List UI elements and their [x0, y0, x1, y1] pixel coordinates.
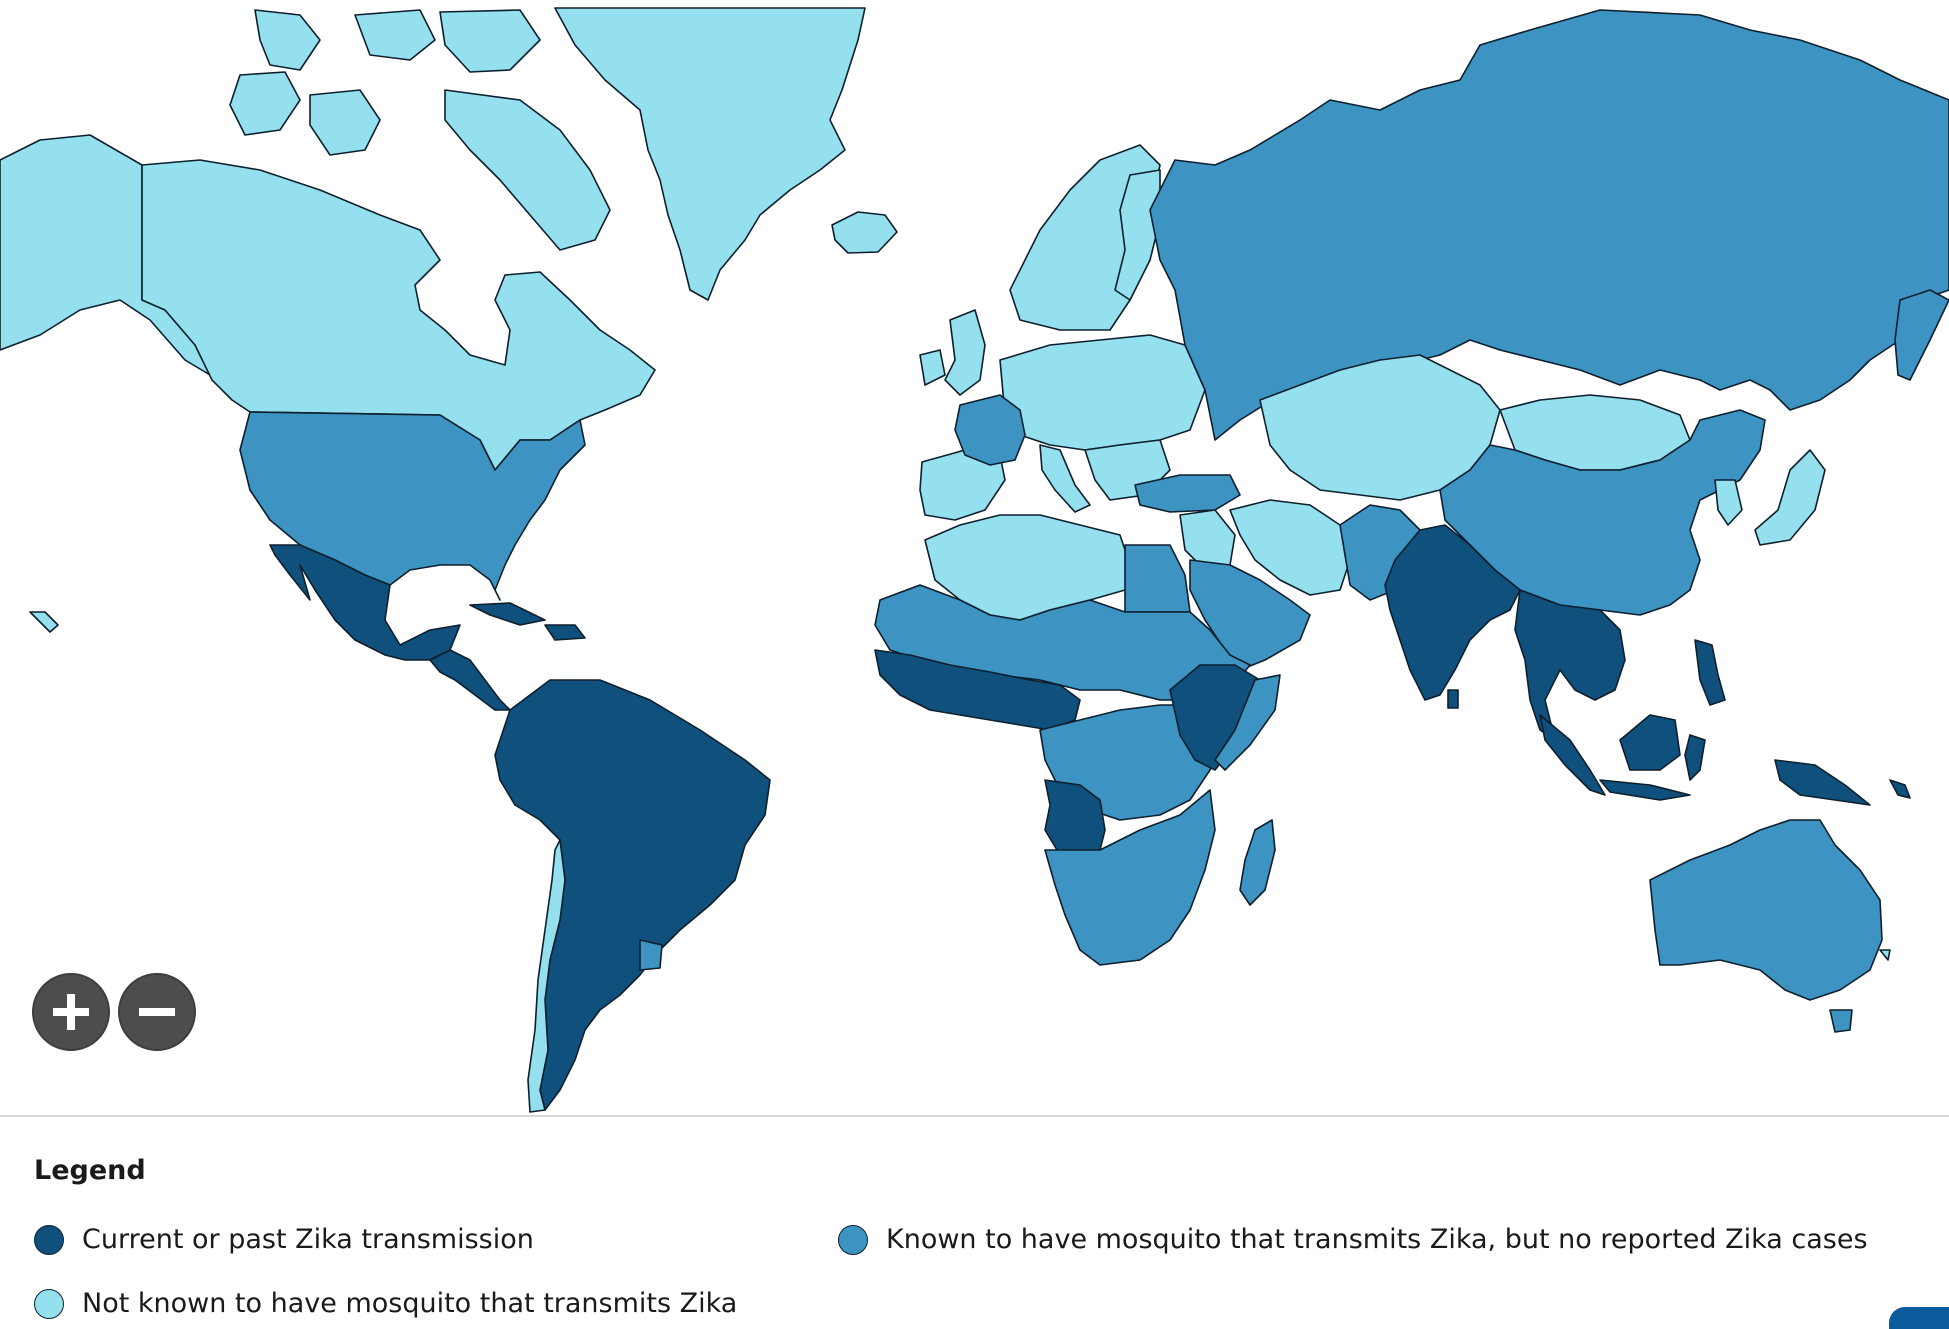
legend-swatch	[34, 1224, 64, 1255]
region-arctic-islands[interactable]	[254, 9, 321, 71]
region-hawaii[interactable]	[29, 611, 59, 633]
legend-panel: Legend Current or past Zika transmission…	[0, 1115, 1949, 1329]
region-baffin[interactable]	[444, 89, 611, 251]
region-madagascar[interactable]	[1239, 819, 1276, 906]
region-greenland[interactable]	[554, 7, 866, 301]
world-map[interactable]	[0, 0, 1949, 1115]
region-uruguay[interactable]	[639, 939, 663, 971]
region-canada[interactable]	[141, 159, 656, 471]
region-russia[interactable]	[1149, 9, 1949, 441]
region-new-guinea[interactable]	[1774, 759, 1871, 806]
region-middle-east[interactable]	[1179, 509, 1236, 571]
region-java[interactable]	[1599, 779, 1691, 801]
legend-label: Not known to have mosquito that transmit…	[82, 1288, 738, 1319]
legend-item-current-transmission: Current or past Zika transmission	[34, 1224, 534, 1255]
region-ireland[interactable]	[919, 349, 946, 386]
region-borneo[interactable]	[1619, 714, 1681, 771]
region-new-zealand[interactable]	[1879, 949, 1891, 961]
region-arctic-islands-4[interactable]	[229, 71, 301, 136]
region-cuba[interactable]	[469, 602, 546, 626]
minus-icon	[139, 1008, 175, 1016]
legend-item-mosquito-no-cases: Known to have mosquito that transmits Zi…	[838, 1224, 1868, 1255]
region-tasmania[interactable]	[1829, 1009, 1853, 1033]
region-russia-kamchatka[interactable]	[1894, 289, 1949, 381]
region-turkey[interactable]	[1134, 474, 1241, 513]
region-iran[interactable]	[1229, 499, 1351, 596]
region-arctic-islands-5[interactable]	[309, 89, 381, 156]
region-india[interactable]	[1384, 524, 1521, 701]
region-hispaniola[interactable]	[544, 624, 586, 641]
zoom-in-button[interactable]	[32, 973, 110, 1051]
region-central-america[interactable]	[429, 649, 511, 711]
region-philippines[interactable]	[1694, 639, 1726, 706]
region-southern-africa[interactable]	[1044, 789, 1216, 966]
plus-icon	[53, 994, 89, 1030]
zoom-out-button[interactable]	[118, 973, 196, 1051]
region-chile[interactable]	[527, 839, 566, 1113]
region-southeast-asia[interactable]	[1514, 589, 1626, 741]
region-sri-lanka[interactable]	[1447, 689, 1459, 709]
legend-label: Current or past Zika transmission	[82, 1224, 534, 1255]
region-pacific-islands[interactable]	[1889, 779, 1911, 799]
region-arctic-islands-3[interactable]	[439, 9, 541, 73]
region-japan[interactable]	[1754, 449, 1826, 546]
region-france[interactable]	[954, 394, 1026, 466]
legend-swatch	[838, 1224, 868, 1255]
region-sulawesi[interactable]	[1684, 734, 1706, 781]
region-australia[interactable]	[1649, 819, 1883, 1001]
legend-label: Known to have mosquito that transmits Zi…	[886, 1224, 1868, 1255]
region-iceland[interactable]	[831, 211, 898, 254]
zoom-controls	[32, 973, 196, 1051]
region-egypt[interactable]	[1124, 544, 1191, 613]
world-map-svg[interactable]	[0, 0, 1949, 1115]
region-finland[interactable]	[1114, 169, 1161, 301]
legend-title: Legend	[34, 1155, 146, 1186]
region-italy[interactable]	[1039, 444, 1091, 513]
region-arctic-islands-2[interactable]	[354, 9, 436, 61]
legend-swatch	[34, 1288, 64, 1319]
region-sumatra[interactable]	[1539, 714, 1606, 796]
region-europe-central[interactable]	[999, 334, 1206, 451]
region-somalia[interactable]	[1214, 674, 1281, 771]
region-uk[interactable]	[944, 309, 986, 396]
region-korea[interactable]	[1714, 479, 1743, 526]
legend-item-no-mosquito: Not known to have mosquito that transmit…	[34, 1288, 737, 1319]
corner-action-button[interactable]	[1889, 1307, 1949, 1329]
